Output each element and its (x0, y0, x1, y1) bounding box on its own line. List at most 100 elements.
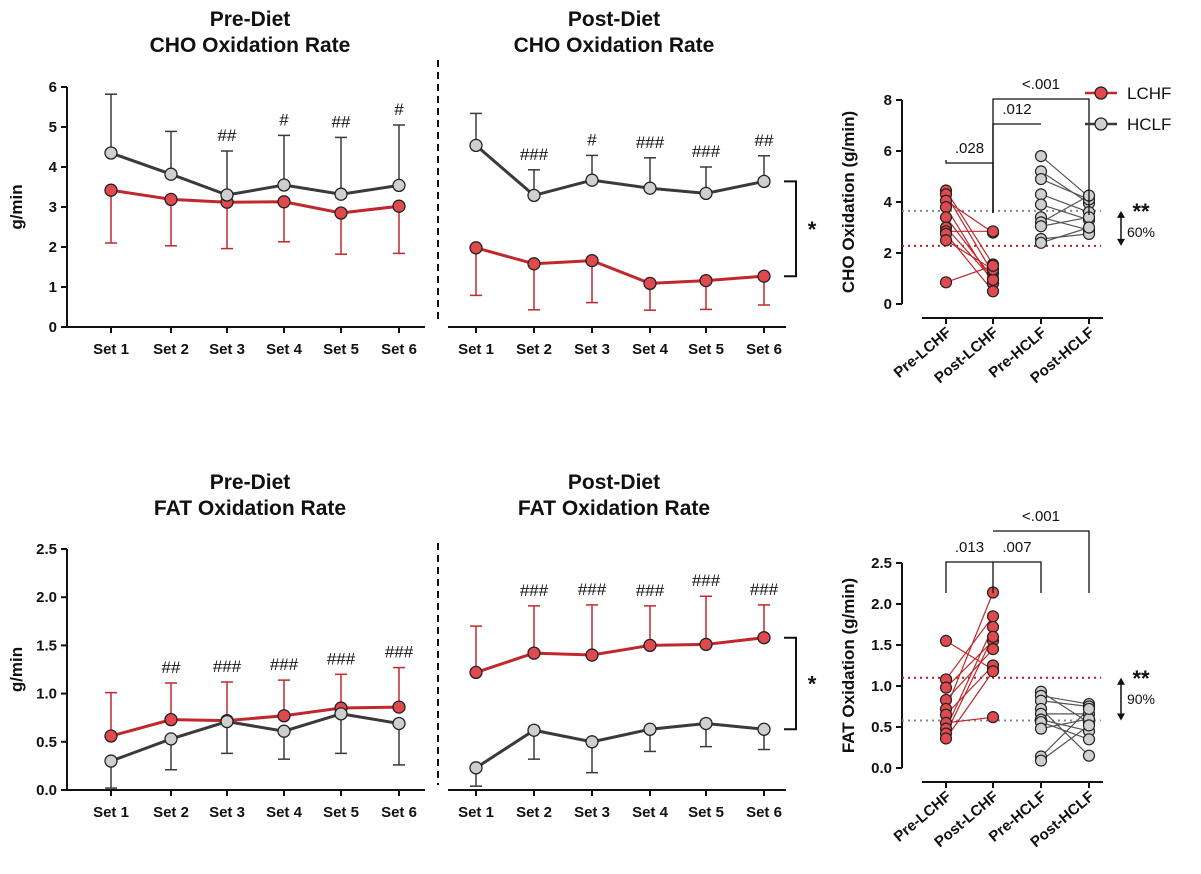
p4-x-tick-label: Set 3 (574, 804, 610, 821)
p3-x-tick-label: Set 6 (381, 804, 417, 821)
p2-data-point-hclf-pre (1034, 172, 1048, 186)
p5-data-point-lchf-post (986, 711, 1000, 724)
p4-data-point-lchf (469, 665, 483, 680)
p1-series-line-lchf (475, 246, 765, 285)
p4-series-line-lchf (475, 636, 765, 674)
p2-data-point-hclf-pre (1034, 150, 1048, 163)
p5-pvalue-bracket-2-label: .007 (1002, 539, 1031, 556)
p5-data-point-hclf-post (1082, 733, 1096, 746)
p5-data-point-lchf-post (986, 642, 1000, 656)
p3-y-axis-label: g/min (7, 647, 26, 692)
p4-chart-title: Post-Diet FAT Oxidation Rate (518, 471, 710, 520)
p2-pair-line-lchf (945, 233, 994, 292)
p2-pvalue-bracket-2 (992, 123, 1041, 213)
p3-significance-marker: ## (162, 658, 181, 677)
p2-data-point-lchf-post (986, 285, 1000, 298)
legend-label-hclf: HCLF (1127, 115, 1171, 134)
p5-data-point-hclf-post (1082, 702, 1096, 716)
p2-y-tick-label: 6 (884, 143, 892, 160)
p3-data-point-lchf (104, 729, 118, 743)
p0-significance-marker: ## (332, 112, 351, 131)
p0-data-point-lchf (334, 206, 348, 220)
p5-data-point-lchf-pre (939, 732, 953, 745)
p4-data-point-lchf (527, 646, 541, 660)
p3-significance-marker: ### (327, 649, 356, 668)
p4-data-point-lchf (757, 631, 771, 645)
p2-arrow-head-down (1117, 238, 1125, 246)
p0-y-tick-label: 5 (49, 119, 57, 136)
p2-pair-line-hclf (1040, 203, 1090, 221)
p2-pvalue-bracket-1-label: .028 (955, 140, 984, 157)
p5-pair-line-lchf (945, 636, 994, 734)
p0-y-axis-label: g/min (7, 184, 26, 229)
p0-chart-title-line: CHO Oxidation Rate (150, 34, 351, 57)
p5-y-tick-label: 1.0 (871, 678, 892, 695)
p1-data-point-lchf (585, 253, 599, 268)
p4-significance-marker: ### (520, 581, 549, 600)
p1-data-point-hclf (527, 188, 541, 203)
p3-y-tick-label: 0.0 (36, 782, 57, 799)
p2-pair-line-hclf (1040, 193, 1090, 213)
p3-data-point-hclf (220, 714, 234, 729)
p3-chart-title-line: Pre-Diet (210, 471, 291, 494)
p4-data-point-hclf (527, 723, 541, 737)
p3-x-tick-label: Set 4 (266, 804, 303, 821)
p0-x-tick-label: Set 2 (153, 341, 189, 358)
p0-data-point-hclf (164, 167, 178, 181)
p2-pair-line-hclf (1040, 170, 1090, 204)
p0-x-tick-label: Set 1 (93, 341, 129, 358)
p3-data-point-lchf (164, 712, 178, 727)
p1-chart-title: Post-Diet CHO Oxidation Rate (514, 8, 715, 57)
p0-chart-title: Pre-Diet CHO Oxidation Rate (150, 8, 351, 57)
p5-pvalue-bracket-1-label: .013 (955, 539, 984, 556)
p5-y-tick-label: 0.0 (871, 760, 892, 777)
p2-pair-line-lchf (945, 200, 994, 234)
p5-y-tick-label: 2.5 (871, 555, 892, 572)
p0-data-point-hclf (104, 146, 118, 160)
p5-pair-line-lchf (945, 640, 994, 671)
p2-data-point-hclf-pre (1034, 188, 1048, 201)
p0-x-tick-label: Set 3 (209, 341, 245, 358)
p0-x-tick-label: Set 4 (266, 341, 303, 358)
p5-data-point-lchf-post (986, 665, 1000, 678)
p3-x-tick-label: Set 2 (153, 804, 189, 821)
p0-data-point-hclf (392, 178, 406, 193)
p4-significance-marker: ### (636, 581, 665, 600)
p2-y-tick-label: 0 (884, 296, 892, 313)
p0-x-tick-label: Set 5 (323, 341, 359, 358)
p0-series-line-lchf (110, 188, 400, 215)
p5-pair-line-hclf (1040, 691, 1090, 724)
p1-data-point-lchf (757, 269, 771, 283)
p4-chart-title-line: FAT Oxidation Rate (518, 497, 710, 520)
p5-pair-line-hclf (1040, 708, 1090, 757)
p1-data-point-hclf (699, 186, 713, 201)
p3-significance-marker: ### (270, 655, 299, 674)
p3-data-point-hclf (392, 716, 406, 731)
p0-y-tick-label: 1 (49, 279, 57, 296)
p2-data-point-lchf-post (986, 225, 1000, 238)
p4-bracket-label: * (808, 671, 817, 696)
p3-data-point-hclf (104, 754, 118, 768)
p2-y-axis-label: CHO Oxidation (g/min) (839, 111, 858, 293)
p5-data-point-hclf-pre (1034, 754, 1048, 767)
p4-x-tick-label: Set 5 (688, 804, 724, 821)
p2-pvalue-bracket-3-label: <.001 (1022, 76, 1060, 93)
p2-pvalue-bracket-3 (992, 98, 1090, 215)
p3-data-point-lchf (277, 709, 291, 723)
p2-data-point-hclf-post (1082, 221, 1096, 234)
p2-data-point-hclf-pre (1034, 236, 1048, 249)
p2-pvalue-bracket-2-label: .012 (1002, 101, 1031, 118)
p4-significance-marker: ### (750, 580, 779, 599)
p0-data-point-lchf (164, 192, 178, 207)
p2-difference-percent: 60% (1127, 224, 1155, 240)
p5-pair-line-lchf (945, 640, 994, 689)
p0-significance-marker: ## (218, 126, 237, 145)
p5-y-tick-label: 1.5 (871, 637, 892, 654)
p0-data-point-hclf (277, 178, 291, 192)
p2-pair-line-lchf (945, 190, 994, 265)
legend-marker-lchf (1094, 86, 1108, 100)
p3-y-tick-label: 1.5 (36, 637, 57, 654)
p4-data-point-hclf (757, 722, 771, 736)
p3-significance-marker: ### (213, 657, 242, 676)
